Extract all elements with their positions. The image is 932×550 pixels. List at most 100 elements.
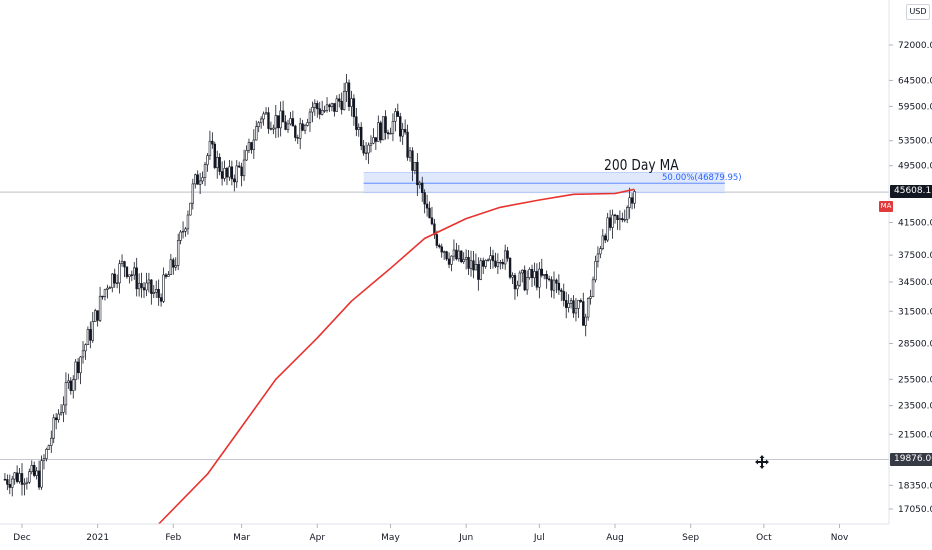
candle-body — [225, 168, 229, 178]
candle-body — [355, 116, 358, 130]
candle-body — [98, 295, 102, 321]
candle-body — [194, 174, 197, 185]
candle-body — [159, 297, 163, 302]
x-tick-label: Apr — [309, 533, 325, 543]
candle-body — [252, 139, 256, 150]
candle-body — [6, 479, 9, 485]
candle-body — [399, 116, 402, 137]
x-tick-label: Feb — [165, 533, 181, 543]
candle-body — [267, 112, 270, 129]
candle-body — [633, 191, 636, 204]
candle-body — [203, 164, 207, 178]
candle-body — [611, 214, 614, 228]
candle-body — [35, 470, 38, 476]
candle-body — [250, 142, 253, 150]
candle-body — [462, 259, 465, 263]
candle-body — [484, 260, 487, 267]
y-tick-label: 31500.00 — [898, 307, 932, 317]
candle-body — [513, 275, 517, 290]
candle-body — [137, 283, 141, 290]
candle-body — [506, 250, 509, 259]
candle-body — [333, 103, 336, 112]
candle-body — [23, 482, 26, 485]
candle-body — [120, 261, 124, 264]
candle-body — [67, 380, 70, 383]
candle-body — [272, 127, 275, 130]
candle-body — [13, 472, 16, 480]
candle-body — [608, 217, 612, 228]
candle-body — [557, 282, 561, 291]
price-axis-ticks[interactable]: 17050.00 18350.00 21500.00 23500.00 25500.00… — [889, 41, 932, 515]
candle-body — [103, 289, 107, 297]
candle-body — [467, 257, 470, 269]
ma-annotation[interactable]: 200 Day MA — [604, 156, 679, 174]
candle-body — [596, 253, 600, 262]
y-tick-label: 49500.00 — [898, 162, 932, 172]
candle-body — [208, 140, 212, 156]
candle-body — [89, 329, 92, 341]
y-tick-label: 25500.00 — [898, 375, 932, 385]
candle-body — [147, 279, 151, 284]
candle-body — [125, 266, 129, 277]
candle-body — [274, 115, 277, 129]
candle-body — [511, 275, 514, 278]
candle-body — [367, 144, 370, 154]
candle-body — [28, 471, 31, 483]
candle-body — [552, 279, 556, 291]
candle-body — [372, 137, 375, 144]
candle-body — [538, 268, 541, 288]
y-tick-label: 23500.00 — [898, 402, 932, 412]
currency-label[interactable]: USD — [906, 4, 930, 20]
crosshair-move-icon[interactable] — [755, 455, 769, 469]
x-tick-label: Dec — [13, 533, 30, 543]
candlestick-series — [3, 73, 636, 497]
candle-body — [601, 235, 604, 249]
candle-body — [191, 183, 195, 204]
candle-body — [189, 202, 192, 216]
candle-body — [301, 123, 304, 131]
time-axis-ticks[interactable]: Dec 2021 Feb Mar Apr May Jun Jul Aug Sep Oct Nov — [13, 524, 849, 543]
candle-body — [599, 248, 602, 255]
candle-body — [335, 98, 339, 112]
candle-body — [245, 149, 248, 161]
y-tick-label: 59500.00 — [898, 102, 932, 112]
candle-body — [133, 267, 136, 276]
candle-body — [425, 203, 429, 209]
candle-body — [491, 255, 495, 262]
candle-body — [574, 308, 578, 314]
candle-body — [3, 478, 7, 481]
candle-body — [81, 350, 85, 358]
candle-body — [45, 448, 48, 459]
candle-body — [381, 116, 385, 141]
candle-body — [269, 128, 273, 130]
candle-body — [255, 126, 258, 141]
candle-body — [94, 310, 97, 322]
ma-indicator-badge: MA — [879, 201, 893, 212]
candle-body — [76, 361, 80, 374]
candle-body — [33, 464, 36, 476]
candle-body — [586, 298, 590, 318]
candle-body — [115, 282, 119, 284]
candle-body — [477, 264, 480, 280]
candle-body — [11, 478, 14, 488]
candle-body — [323, 110, 326, 112]
candle-body — [457, 250, 461, 260]
candle-body — [423, 192, 426, 205]
candle-body — [518, 272, 522, 286]
candle-body — [40, 460, 43, 488]
candle-body — [279, 110, 282, 129]
candle-body — [489, 255, 492, 261]
candle-body — [582, 301, 585, 326]
candle-body — [572, 300, 575, 314]
candle-body — [50, 437, 53, 446]
candle-body — [281, 110, 285, 123]
candle-body — [218, 157, 221, 172]
candle-body — [413, 161, 417, 171]
fib-retracement-zone[interactable] — [363, 172, 725, 194]
candle-body — [606, 217, 609, 241]
candle-body — [389, 132, 392, 135]
candle-body — [264, 112, 268, 115]
candle-body — [503, 250, 507, 265]
